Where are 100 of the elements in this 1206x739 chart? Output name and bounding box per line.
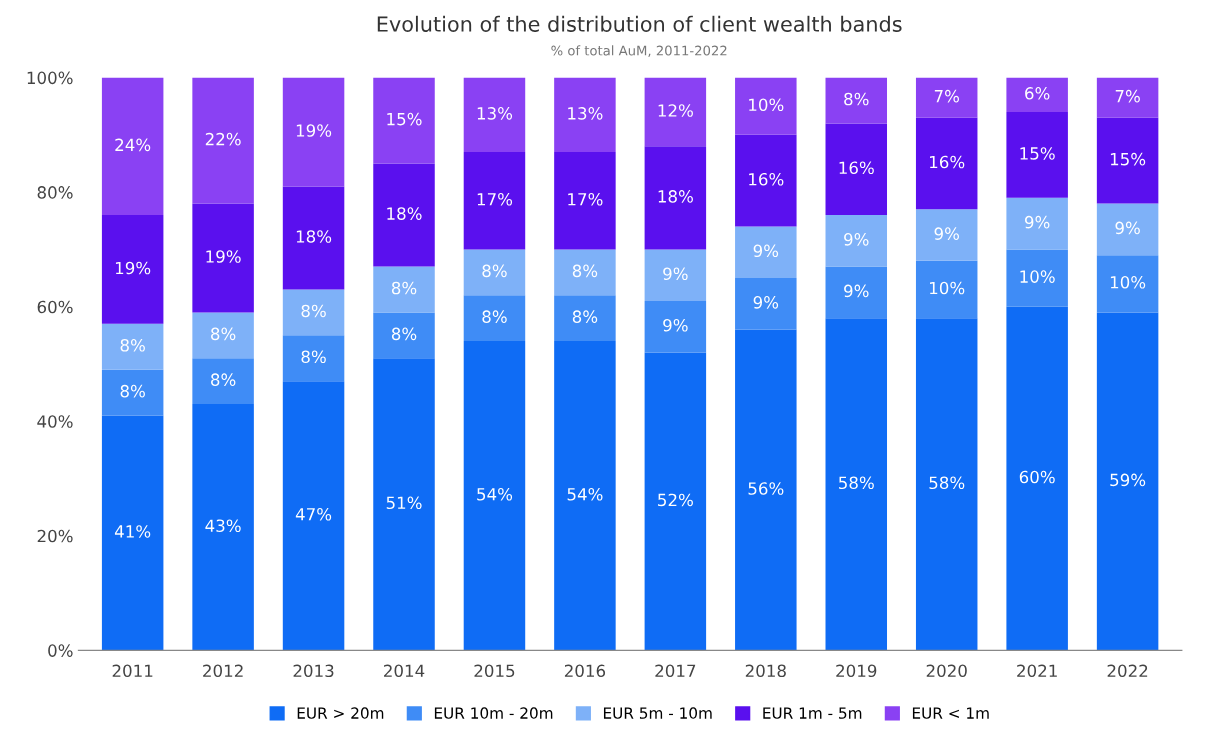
data-label: 9% bbox=[753, 296, 779, 309]
bar bbox=[1006, 197, 1068, 250]
data-label: 18% bbox=[387, 207, 422, 220]
bar bbox=[373, 163, 435, 267]
bar bbox=[282, 289, 345, 336]
bar bbox=[825, 77, 888, 124]
bar bbox=[644, 146, 707, 250]
x-tick-label: 2022 bbox=[1107, 664, 1148, 678]
bar bbox=[463, 295, 526, 342]
bar bbox=[1096, 117, 1159, 204]
data-label: 8% bbox=[120, 339, 145, 352]
legend-label: EUR 1m - 5m bbox=[763, 707, 862, 719]
bar bbox=[1006, 306, 1068, 651]
data-label: 13% bbox=[477, 107, 513, 120]
data-label: 54% bbox=[567, 487, 603, 501]
data-label: 58% bbox=[929, 476, 965, 490]
data-label: 8% bbox=[120, 384, 145, 398]
bar bbox=[282, 335, 345, 382]
bar bbox=[282, 186, 345, 290]
bar bbox=[192, 404, 254, 651]
bar bbox=[101, 415, 164, 651]
bar bbox=[735, 134, 797, 227]
data-label: 16% bbox=[930, 155, 965, 169]
data-label: 16% bbox=[839, 161, 874, 175]
bar bbox=[282, 77, 345, 187]
data-label: 13% bbox=[568, 107, 603, 120]
bar bbox=[101, 369, 164, 416]
bar bbox=[825, 123, 888, 216]
bar bbox=[101, 77, 164, 216]
chart-subtitle: % of total AuM, 2011-2022 bbox=[551, 45, 727, 57]
data-label: 8% bbox=[572, 310, 598, 323]
bar bbox=[373, 266, 435, 313]
data-label: 24% bbox=[115, 138, 151, 152]
bar bbox=[735, 226, 797, 279]
data-label: 9% bbox=[753, 244, 779, 258]
bar bbox=[554, 152, 616, 250]
data-label: 7% bbox=[1115, 89, 1140, 103]
data-label: 17% bbox=[477, 192, 513, 206]
bar bbox=[463, 341, 526, 651]
data-label: 59% bbox=[1110, 473, 1146, 487]
data-label: 60% bbox=[1019, 470, 1055, 484]
x-tick-label: 2018 bbox=[745, 664, 786, 678]
data-label: 9% bbox=[1024, 215, 1050, 229]
data-label: 9% bbox=[934, 227, 960, 240]
data-label: 43% bbox=[205, 519, 241, 533]
x-tick-label: 2016 bbox=[564, 664, 606, 678]
bar bbox=[825, 266, 888, 319]
bar bbox=[463, 152, 526, 250]
y-tick-label: 0% bbox=[48, 644, 73, 657]
data-label: 8% bbox=[211, 373, 236, 386]
data-label: 8% bbox=[301, 350, 326, 364]
x-tick-label: 2014 bbox=[384, 664, 425, 678]
bar bbox=[192, 77, 254, 204]
y-tick-label: 80% bbox=[37, 186, 73, 199]
bar bbox=[463, 249, 526, 296]
legend-label: EUR < 1m bbox=[912, 707, 989, 719]
data-label: 15% bbox=[1110, 152, 1146, 166]
bar bbox=[463, 77, 526, 153]
data-label: 47% bbox=[295, 507, 332, 521]
y-tick-label: 60% bbox=[37, 300, 73, 314]
data-label: 19% bbox=[296, 124, 332, 137]
data-label: 22% bbox=[205, 132, 241, 146]
x-tick-label: 2019 bbox=[836, 664, 877, 678]
data-label: 8% bbox=[844, 92, 869, 106]
bar bbox=[735, 77, 797, 135]
data-label: 9% bbox=[1115, 221, 1140, 235]
data-label: 10% bbox=[1020, 270, 1055, 283]
data-label: 15% bbox=[1020, 147, 1055, 160]
x-tick-label: 2017 bbox=[655, 664, 696, 678]
bar bbox=[373, 358, 435, 651]
data-label: 9% bbox=[844, 233, 869, 246]
data-label: 56% bbox=[748, 482, 784, 495]
data-label: 8% bbox=[572, 264, 598, 278]
data-label: 8% bbox=[391, 327, 417, 341]
bar bbox=[554, 77, 616, 153]
data-label: 58% bbox=[839, 476, 874, 490]
data-label: 17% bbox=[568, 192, 603, 206]
data-label: 19% bbox=[206, 250, 241, 263]
bar bbox=[1006, 249, 1068, 307]
data-label: 8% bbox=[391, 281, 417, 295]
bar bbox=[1096, 203, 1159, 256]
x-tick-label: 2013 bbox=[293, 664, 334, 678]
data-label: 16% bbox=[749, 172, 784, 186]
data-label: 9% bbox=[844, 284, 869, 298]
data-label: 8% bbox=[211, 327, 236, 341]
bar bbox=[554, 249, 616, 296]
data-label: 8% bbox=[301, 304, 326, 318]
bar bbox=[554, 341, 616, 651]
y-tick-label: 100% bbox=[27, 71, 73, 85]
data-label: 10% bbox=[930, 281, 965, 295]
bar bbox=[554, 295, 616, 342]
bar bbox=[1006, 77, 1068, 112]
legend-label: EUR 5m - 10m bbox=[603, 707, 712, 719]
bar bbox=[373, 312, 435, 359]
y-tick-label: 40% bbox=[37, 415, 73, 428]
bar bbox=[915, 318, 978, 651]
bar bbox=[825, 215, 888, 267]
bar bbox=[1096, 312, 1159, 651]
bar bbox=[735, 329, 797, 651]
bar bbox=[915, 117, 978, 210]
